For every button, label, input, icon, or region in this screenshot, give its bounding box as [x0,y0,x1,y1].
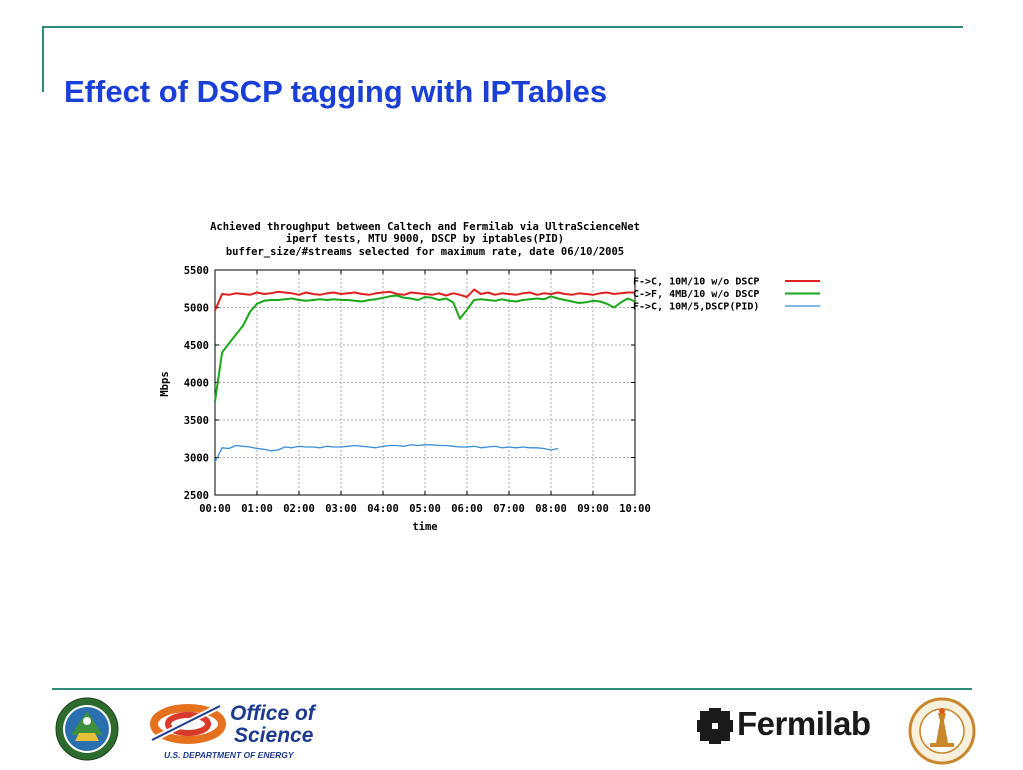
x-tick-label: 06:00 [451,503,483,515]
x-tick-label: 03:00 [325,503,357,515]
caltech-seal-icon [908,697,976,765]
y-axis-label: Mbps [159,371,171,396]
office-of-science-mark-icon [150,703,226,745]
legend-label-3: F->C, 10M/5,DSCP(PID) [633,302,759,313]
chart-svg: Achieved throughput between Caltech and … [159,221,820,533]
x-tick-label: 07:00 [493,503,525,515]
legend-label-1: F->C, 10M/10 w/o DSCP [633,277,759,288]
y-tick-label: 4500 [184,340,209,352]
y-tick-label: 3500 [184,415,209,427]
x-tick-label: 10:00 [619,503,651,515]
x-tick-label: 04:00 [367,503,399,515]
series-line-2 [214,294,636,402]
throughput-chart: Achieved throughput between Caltech and … [150,212,840,542]
y-tick-label: 4000 [184,378,209,390]
chart-subtitle-2: buffer_size/#streams selected for maximu… [226,246,624,258]
office-of-science-line-1: Office of [230,702,315,725]
office-of-science-logo: Office of Science U.S. DEPARTMENT OF ENE… [148,700,338,762]
series-line-1 [214,288,635,311]
y-tick-label: 5000 [184,303,209,315]
legend-label-2: C->F, 4MB/10 w/o DSCP [633,289,759,300]
x-tick-label: 02:00 [283,503,315,515]
y-tick-label: 5500 [184,265,209,277]
x-axis-label: time [412,521,437,533]
doe-seal-icon [55,697,119,761]
title-accent-horizontal-line [42,26,963,28]
x-tick-label: 00:00 [199,503,231,515]
fermilab-mark-icon [697,708,733,744]
fermilab-wordmark: Fermilab [737,705,871,742]
office-of-science-line-3: U.S. DEPARTMENT OF ENERGY [164,750,294,760]
axis-layer: 00:00 01:00 02:00 03:00 04:00 05:00 06:00 07:00… [184,265,651,515]
title-accent-vertical-line [42,26,44,92]
chart-title: Achieved throughput between Caltech and … [210,221,640,233]
chart-subtitle: iperf tests, MTU 9000, DSCP by iptables(… [286,233,564,245]
x-tick-label: 09:00 [577,503,609,515]
y-tick-label: 2500 [184,490,209,502]
slide-title: Effect of DSCP tagging with IPTables [64,74,608,109]
footer-divider [52,688,972,690]
fermilab-logo: Fermilab [697,705,897,746]
series-line-3 [214,444,559,463]
y-tick-label: 3000 [184,453,209,465]
series-layer [214,288,636,463]
office-of-science-line-2: Science [234,724,314,747]
x-tick-label: 05:00 [409,503,441,515]
grid-layer [215,270,635,495]
x-tick-label: 01:00 [241,503,273,515]
x-tick-label: 08:00 [535,503,567,515]
